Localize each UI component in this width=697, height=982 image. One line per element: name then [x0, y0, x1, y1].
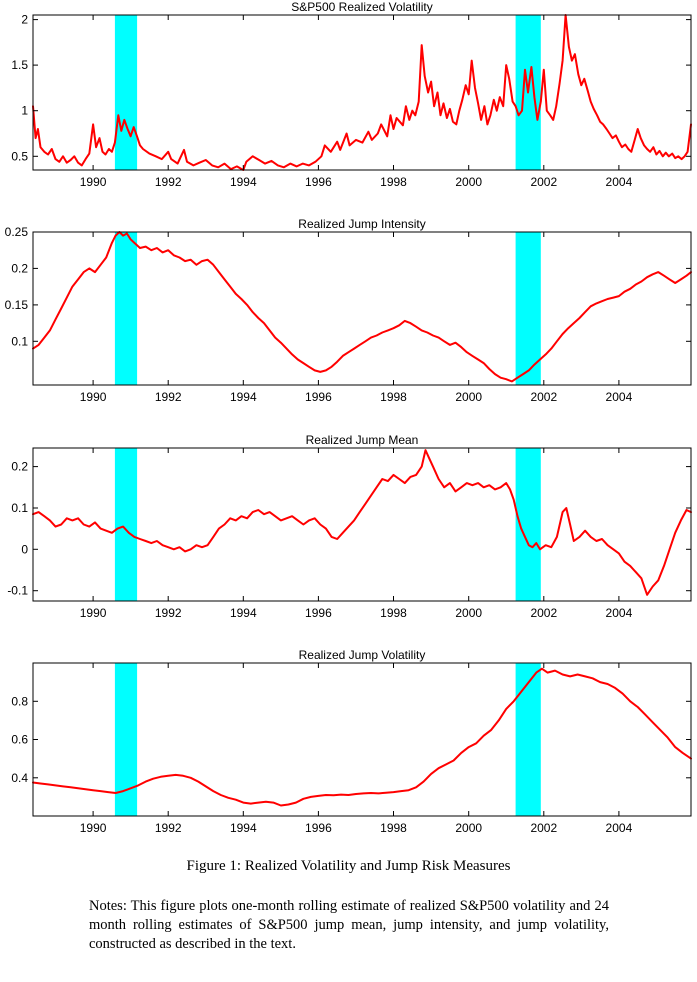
y-tick-label: 0.25 — [5, 225, 29, 239]
y-tick-label: 0 — [21, 542, 28, 556]
y-tick-label: 0.1 — [11, 501, 28, 515]
x-tick-label: 2000 — [455, 821, 482, 835]
x-tick-label: 1994 — [230, 390, 257, 404]
chart-title-volatility: S&P500 Realized Volatility — [291, 0, 432, 14]
series-realized-volatility — [32, 14, 692, 171]
x-tick-label: 2000 — [455, 606, 482, 620]
x-tick-label: 1996 — [305, 390, 332, 404]
plot-box — [32, 447, 692, 602]
figure-caption: Figure 1: Realized Volatility and Jump R… — [186, 858, 511, 874]
series-jump-intensity — [32, 231, 692, 383]
x-tick-label: 1990 — [80, 390, 107, 404]
chart-2: 1990 1992 1994 1996 1998 2000 2002 2004 -0.1 0 0.1… — [7, 447, 692, 620]
y-tick-label: 0.2 — [11, 460, 28, 474]
y-tick-label: 0.8 — [11, 694, 28, 708]
chart-0: 1990 1992 1994 1996 1998 2000 2002 2004 0.5 1 1.5 2 — [11, 13, 692, 189]
figure-notes: Notes: This figure plots one-month rolli… — [89, 898, 609, 952]
x-tick-label: 2002 — [530, 606, 557, 620]
y-tick-label: 0.6 — [11, 733, 28, 747]
series-jump-volatility — [32, 667, 692, 807]
x-tick-label: 1996 — [305, 821, 332, 835]
x-tick-label: 2004 — [606, 175, 633, 189]
y-tick-label: 0.1 — [11, 334, 28, 348]
x-tick-label: 1994 — [230, 821, 257, 835]
x-tick-label: 2000 — [455, 175, 482, 189]
x-tick-label: 2002 — [530, 821, 557, 835]
x-tick-label: 1992 — [155, 175, 182, 189]
y-tick-label: 2 — [21, 13, 28, 27]
plot-box — [32, 231, 692, 386]
chart-1: 1990 1992 1994 1996 1998 2000 2002 2004 0.1 0.15 0… — [5, 225, 692, 404]
y-tick-label: 0.5 — [11, 149, 28, 163]
y-tick-label: 0.2 — [11, 261, 28, 275]
x-tick-label: 1996 — [305, 175, 332, 189]
figure-charts: S&P500 Realized Volatility Realized Jump… — [5, 0, 692, 835]
x-tick-label: 2004 — [606, 606, 633, 620]
x-tick-label: 2002 — [530, 175, 557, 189]
recession-band — [114, 232, 138, 385]
x-tick-label: 1996 — [305, 606, 332, 620]
x-tick-label: 2004 — [606, 821, 633, 835]
x-tick-label: 1990 — [80, 606, 107, 620]
x-tick-label: 1990 — [80, 821, 107, 835]
recession-band — [114, 663, 138, 816]
x-tick-label: 1998 — [380, 390, 407, 404]
y-tick-label: -0.1 — [7, 584, 28, 598]
y-tick-label: 0.4 — [11, 771, 28, 785]
x-tick-label: 2004 — [606, 390, 633, 404]
x-tick-label: 1992 — [155, 821, 182, 835]
recession-band — [515, 232, 541, 385]
y-tick-label: 1 — [21, 104, 28, 118]
x-tick-label: 1994 — [230, 175, 257, 189]
x-tick-label: 1992 — [155, 390, 182, 404]
chart-title-jump-volatility: Realized Jump Volatility — [299, 648, 426, 662]
series-jump-mean — [32, 449, 692, 596]
x-tick-label: 1994 — [230, 606, 257, 620]
chart-title-jump-intensity: Realized Jump Intensity — [298, 217, 425, 231]
recession-band — [515, 663, 541, 816]
x-tick-label: 2002 — [530, 390, 557, 404]
chart-title-jump-mean: Realized Jump Mean — [306, 433, 419, 447]
y-tick-label: 0.15 — [5, 298, 29, 312]
recession-band — [114, 15, 138, 170]
recession-band — [114, 448, 138, 601]
x-tick-label: 1998 — [380, 175, 407, 189]
x-tick-label: 1998 — [380, 821, 407, 835]
chart-3: 1990 1992 1994 1996 1998 2000 2002 2004 0.4 0.6 0.… — [11, 662, 692, 835]
plot-box — [32, 14, 692, 171]
x-tick-label: 1992 — [155, 606, 182, 620]
x-tick-label: 1990 — [80, 175, 107, 189]
y-tick-label: 1.5 — [11, 58, 28, 72]
x-tick-label: 1998 — [380, 606, 407, 620]
x-tick-label: 2000 — [455, 390, 482, 404]
